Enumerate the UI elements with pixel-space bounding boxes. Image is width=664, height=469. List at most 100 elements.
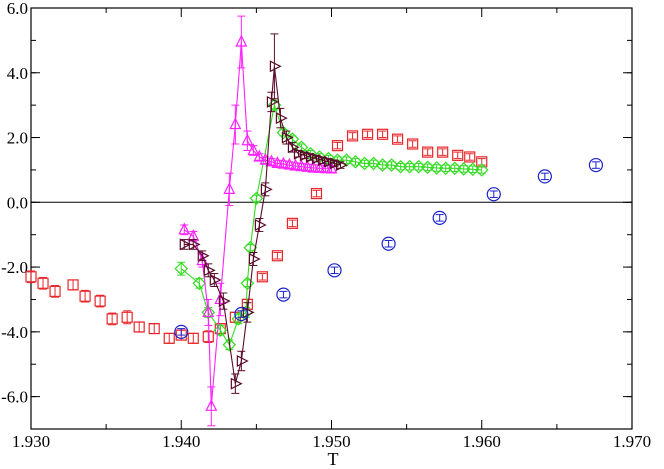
diamond-marker xyxy=(174,261,189,276)
axis-ticks: 1.930 1.940 1.950 1.960 1.970 -6.0 -4.0 -2.0 0.0… xyxy=(1,0,651,451)
diamond-marker xyxy=(456,162,471,176)
triangle-up-marker xyxy=(319,161,332,174)
diamond-marker xyxy=(339,153,354,168)
square-marker xyxy=(256,271,268,283)
triangle-right-marker xyxy=(329,157,342,170)
triangle-right-marker xyxy=(311,152,324,165)
diamond-marker xyxy=(357,156,372,171)
series-blue-circles xyxy=(174,157,604,339)
square-marker xyxy=(376,128,389,140)
square-marker xyxy=(422,146,434,158)
triangle-right-marker xyxy=(281,131,294,144)
square-marker xyxy=(148,323,160,335)
y-tick-label: -6.0 xyxy=(1,388,28,407)
diamond-marker xyxy=(411,159,426,174)
triangle-right-marker xyxy=(269,60,282,73)
circle-marker xyxy=(327,263,342,278)
diamond-marker xyxy=(393,159,408,174)
triangle-right-marker xyxy=(317,154,330,167)
diamond-marker xyxy=(243,240,258,255)
triangle-up-marker xyxy=(313,160,326,173)
diamond-marker xyxy=(420,160,435,175)
x-tick-label: 1.950 xyxy=(312,432,350,451)
circle-marker xyxy=(174,324,189,339)
x-tick-label: 1.970 xyxy=(613,432,651,451)
circle-marker xyxy=(588,157,604,173)
y-tick-label: 2.0 xyxy=(7,129,28,148)
triangle-up-marker xyxy=(247,143,260,156)
triangle-right-marker xyxy=(197,249,210,262)
x-axis-title: T xyxy=(328,449,339,469)
diamond-marker xyxy=(294,140,309,155)
triangle-up-marker xyxy=(277,156,290,169)
series-line xyxy=(183,41,332,407)
triangle-right-marker xyxy=(266,95,279,108)
triangle-right-marker xyxy=(299,149,312,162)
triangle-right-marker xyxy=(248,253,261,265)
triangle-right-marker xyxy=(209,274,222,287)
triangle-right-marker xyxy=(305,150,318,163)
diamond-marker xyxy=(192,276,207,291)
diamond-marker xyxy=(447,161,462,176)
circle-marker xyxy=(234,306,249,322)
circle-marker xyxy=(381,236,396,251)
y-tick-label: 4.0 xyxy=(7,64,28,83)
triangle-right-marker xyxy=(179,238,192,251)
square-marker xyxy=(346,130,359,142)
diamond-marker xyxy=(366,156,381,171)
square-marker xyxy=(187,332,199,344)
diamond-marker xyxy=(384,158,399,172)
square-marker xyxy=(37,277,49,289)
triangle-up-marker xyxy=(229,117,242,130)
triangle-up-marker xyxy=(325,161,338,174)
square-marker xyxy=(286,217,299,229)
square-marker xyxy=(121,311,133,323)
square-marker xyxy=(163,332,175,344)
triangle-right-marker xyxy=(293,147,306,160)
diamond-marker xyxy=(465,162,480,177)
square-marker xyxy=(392,133,404,145)
square-marker xyxy=(133,321,145,333)
square-marker xyxy=(361,128,374,140)
triangle-right-marker xyxy=(287,141,300,154)
triangle-right-marker xyxy=(218,295,231,308)
triangle-right-marker xyxy=(275,112,288,125)
y-tick-label: 0.0 xyxy=(7,193,28,212)
y-tick-label: -4.0 xyxy=(1,323,28,342)
triangle-up-marker xyxy=(253,149,266,162)
square-marker xyxy=(464,151,476,163)
circle-marker xyxy=(276,287,291,302)
triangle-right-marker xyxy=(254,219,267,231)
triangle-right-marker xyxy=(323,155,336,168)
data-marks xyxy=(25,15,604,427)
diamond-marker xyxy=(438,161,453,176)
square-marker xyxy=(331,140,344,152)
square-marker xyxy=(452,149,464,161)
series-maroon-right-triangles xyxy=(179,33,348,394)
circle-marker xyxy=(432,210,447,225)
x-tick-label: 1.960 xyxy=(463,432,501,451)
square-marker xyxy=(437,146,449,158)
triangle-up-marker xyxy=(307,160,320,173)
square-marker xyxy=(202,331,214,343)
square-marker xyxy=(49,285,61,297)
square-marker xyxy=(67,279,79,291)
y-tick-label: 6.0 xyxy=(7,0,28,18)
triangle-right-marker xyxy=(260,183,273,196)
diamond-marker xyxy=(222,337,237,352)
triangle-up-marker xyxy=(295,159,308,172)
triangle-up-marker xyxy=(235,34,248,47)
series-red-squares xyxy=(25,128,488,344)
square-marker xyxy=(106,313,118,325)
diamond-marker xyxy=(375,158,390,172)
triangle-right-marker xyxy=(335,159,348,172)
triangle-up-marker xyxy=(202,305,215,318)
square-marker xyxy=(94,295,106,307)
triangle-up-marker xyxy=(205,398,218,411)
x-tick-label: 1.930 xyxy=(12,432,50,451)
series-magenta-triangles xyxy=(178,15,338,427)
triangle-up-marker xyxy=(223,182,236,194)
triangle-up-marker xyxy=(178,222,191,235)
square-marker xyxy=(25,271,37,283)
triangle-up-marker xyxy=(241,133,254,146)
